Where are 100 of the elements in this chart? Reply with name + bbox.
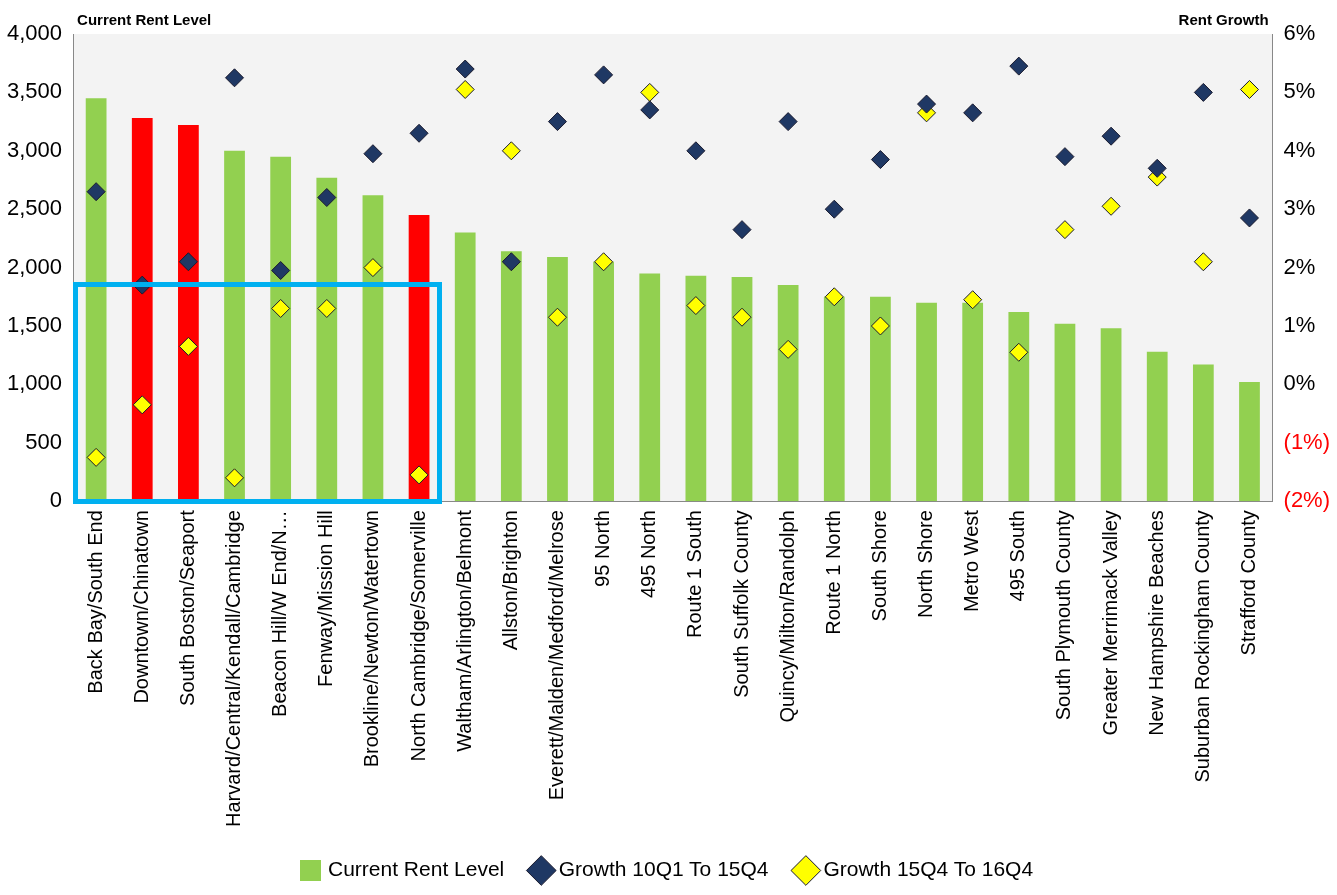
bar xyxy=(362,195,384,502)
bar xyxy=(1239,382,1260,502)
point xyxy=(1009,56,1029,76)
point xyxy=(547,112,567,132)
point xyxy=(640,82,660,102)
y2-axis-title: Rent Growth xyxy=(1178,10,1269,28)
point xyxy=(271,298,291,318)
bar xyxy=(1192,364,1214,502)
point xyxy=(178,336,198,356)
bar xyxy=(731,276,753,502)
x-tick-label: Harvard/Central/Kendall/Cambridge xyxy=(222,510,245,828)
point xyxy=(1147,158,1167,178)
x-tick-label: Beacon Hill/W End/N… xyxy=(268,510,291,717)
x-tick-label: Quincy/Milton/Randolph xyxy=(775,510,798,723)
point xyxy=(870,316,890,336)
point xyxy=(317,188,337,208)
x-tick-label: North Cambridge/Somerville xyxy=(406,510,429,762)
x-tick-label: South Boston/Seaport xyxy=(175,509,198,706)
point xyxy=(409,465,429,485)
point xyxy=(1239,79,1259,99)
point xyxy=(594,65,614,85)
point xyxy=(455,59,475,79)
point xyxy=(778,112,798,132)
point xyxy=(778,339,798,359)
y2-tick-label: 5% xyxy=(1283,78,1316,104)
x-tick-label: Route 1 North xyxy=(821,510,844,635)
point xyxy=(824,199,844,219)
point xyxy=(178,252,198,272)
x-tick-label: South Shore xyxy=(867,510,890,622)
point xyxy=(732,307,752,327)
point xyxy=(1101,196,1121,216)
bar xyxy=(1100,328,1122,502)
x-tick-label: Waltham/Arlington/Belmont xyxy=(452,509,475,752)
point xyxy=(686,141,706,161)
bar xyxy=(593,261,614,502)
bar xyxy=(777,285,799,502)
legend-label: Growth 15Q4 To 16Q4 xyxy=(823,857,1034,881)
point xyxy=(455,79,475,99)
x-tick-label: 495 South xyxy=(1006,510,1029,602)
bar xyxy=(316,177,338,502)
x-tick-label: Greater Merrimack Valley xyxy=(1098,510,1121,736)
x-tick-label: Route 1 South xyxy=(683,510,706,639)
y-tick-label: 1,000 xyxy=(6,370,63,396)
x-tick-label: Brookline/Newton/Watertown xyxy=(360,510,383,768)
bar xyxy=(1054,323,1076,502)
x-tick-label: North Shore xyxy=(914,510,937,619)
bar xyxy=(454,232,476,502)
bar xyxy=(1146,351,1168,502)
y2-tick-label: 3% xyxy=(1283,195,1316,221)
x-tick-label: Fenway/Mission Hill xyxy=(314,510,337,687)
point xyxy=(1193,82,1213,102)
point xyxy=(501,141,521,161)
x-tick-label: Suburban Rockingham County xyxy=(1190,510,1213,783)
point xyxy=(594,252,614,272)
point xyxy=(86,182,106,202)
bar xyxy=(408,215,430,502)
bar xyxy=(224,150,245,502)
x-tick-label: New Hampshire Beaches xyxy=(1144,510,1167,736)
y2-tick-label: 6% xyxy=(1283,20,1316,46)
y2-tick-label: (1%) xyxy=(1283,428,1330,454)
point xyxy=(363,258,383,278)
legend-label: Current Rent Level xyxy=(328,857,505,881)
bar xyxy=(85,98,107,502)
point xyxy=(732,220,752,240)
y-tick-label: 2,000 xyxy=(6,253,63,279)
x-tick-label: Back Bay/South End xyxy=(83,510,106,694)
y-axis-title: Current Rent Level xyxy=(77,10,212,28)
y-tick-label: 4,000 xyxy=(6,20,63,46)
x-tick-label: Downtown/Chinatown xyxy=(129,510,152,704)
x-tick-label: Strafford County xyxy=(1237,510,1259,656)
point xyxy=(963,290,983,310)
point xyxy=(271,261,291,281)
bar xyxy=(131,118,153,502)
y-tick-label: 3,500 xyxy=(6,78,63,104)
x-tick-label: Allston/Brighton xyxy=(498,510,521,651)
x-tick-label: Metro West xyxy=(960,509,983,613)
point xyxy=(1101,126,1121,146)
bar xyxy=(270,156,292,502)
x-tick-label: South Suffolk County xyxy=(729,510,752,698)
bar xyxy=(685,275,707,502)
y-tick-label: 500 xyxy=(25,428,63,454)
bar xyxy=(1008,311,1030,502)
legend-label: Growth 10Q1 To 15Q4 xyxy=(558,857,769,881)
point xyxy=(132,395,152,415)
bar xyxy=(178,125,199,502)
point xyxy=(640,100,660,120)
point xyxy=(1239,208,1259,228)
point xyxy=(1055,220,1075,240)
x-tick-label: 495 North xyxy=(637,510,660,599)
y2-tick-label: 1% xyxy=(1283,312,1316,338)
bar xyxy=(870,296,891,502)
point xyxy=(917,94,937,114)
x-tick-label: 95 North xyxy=(591,510,614,587)
bar xyxy=(962,302,984,502)
point xyxy=(547,307,567,327)
point xyxy=(1055,147,1075,167)
bar xyxy=(500,251,522,502)
y-tick-label: 0 xyxy=(49,487,63,513)
y2-tick-label: 4% xyxy=(1283,136,1316,162)
point xyxy=(963,103,983,123)
